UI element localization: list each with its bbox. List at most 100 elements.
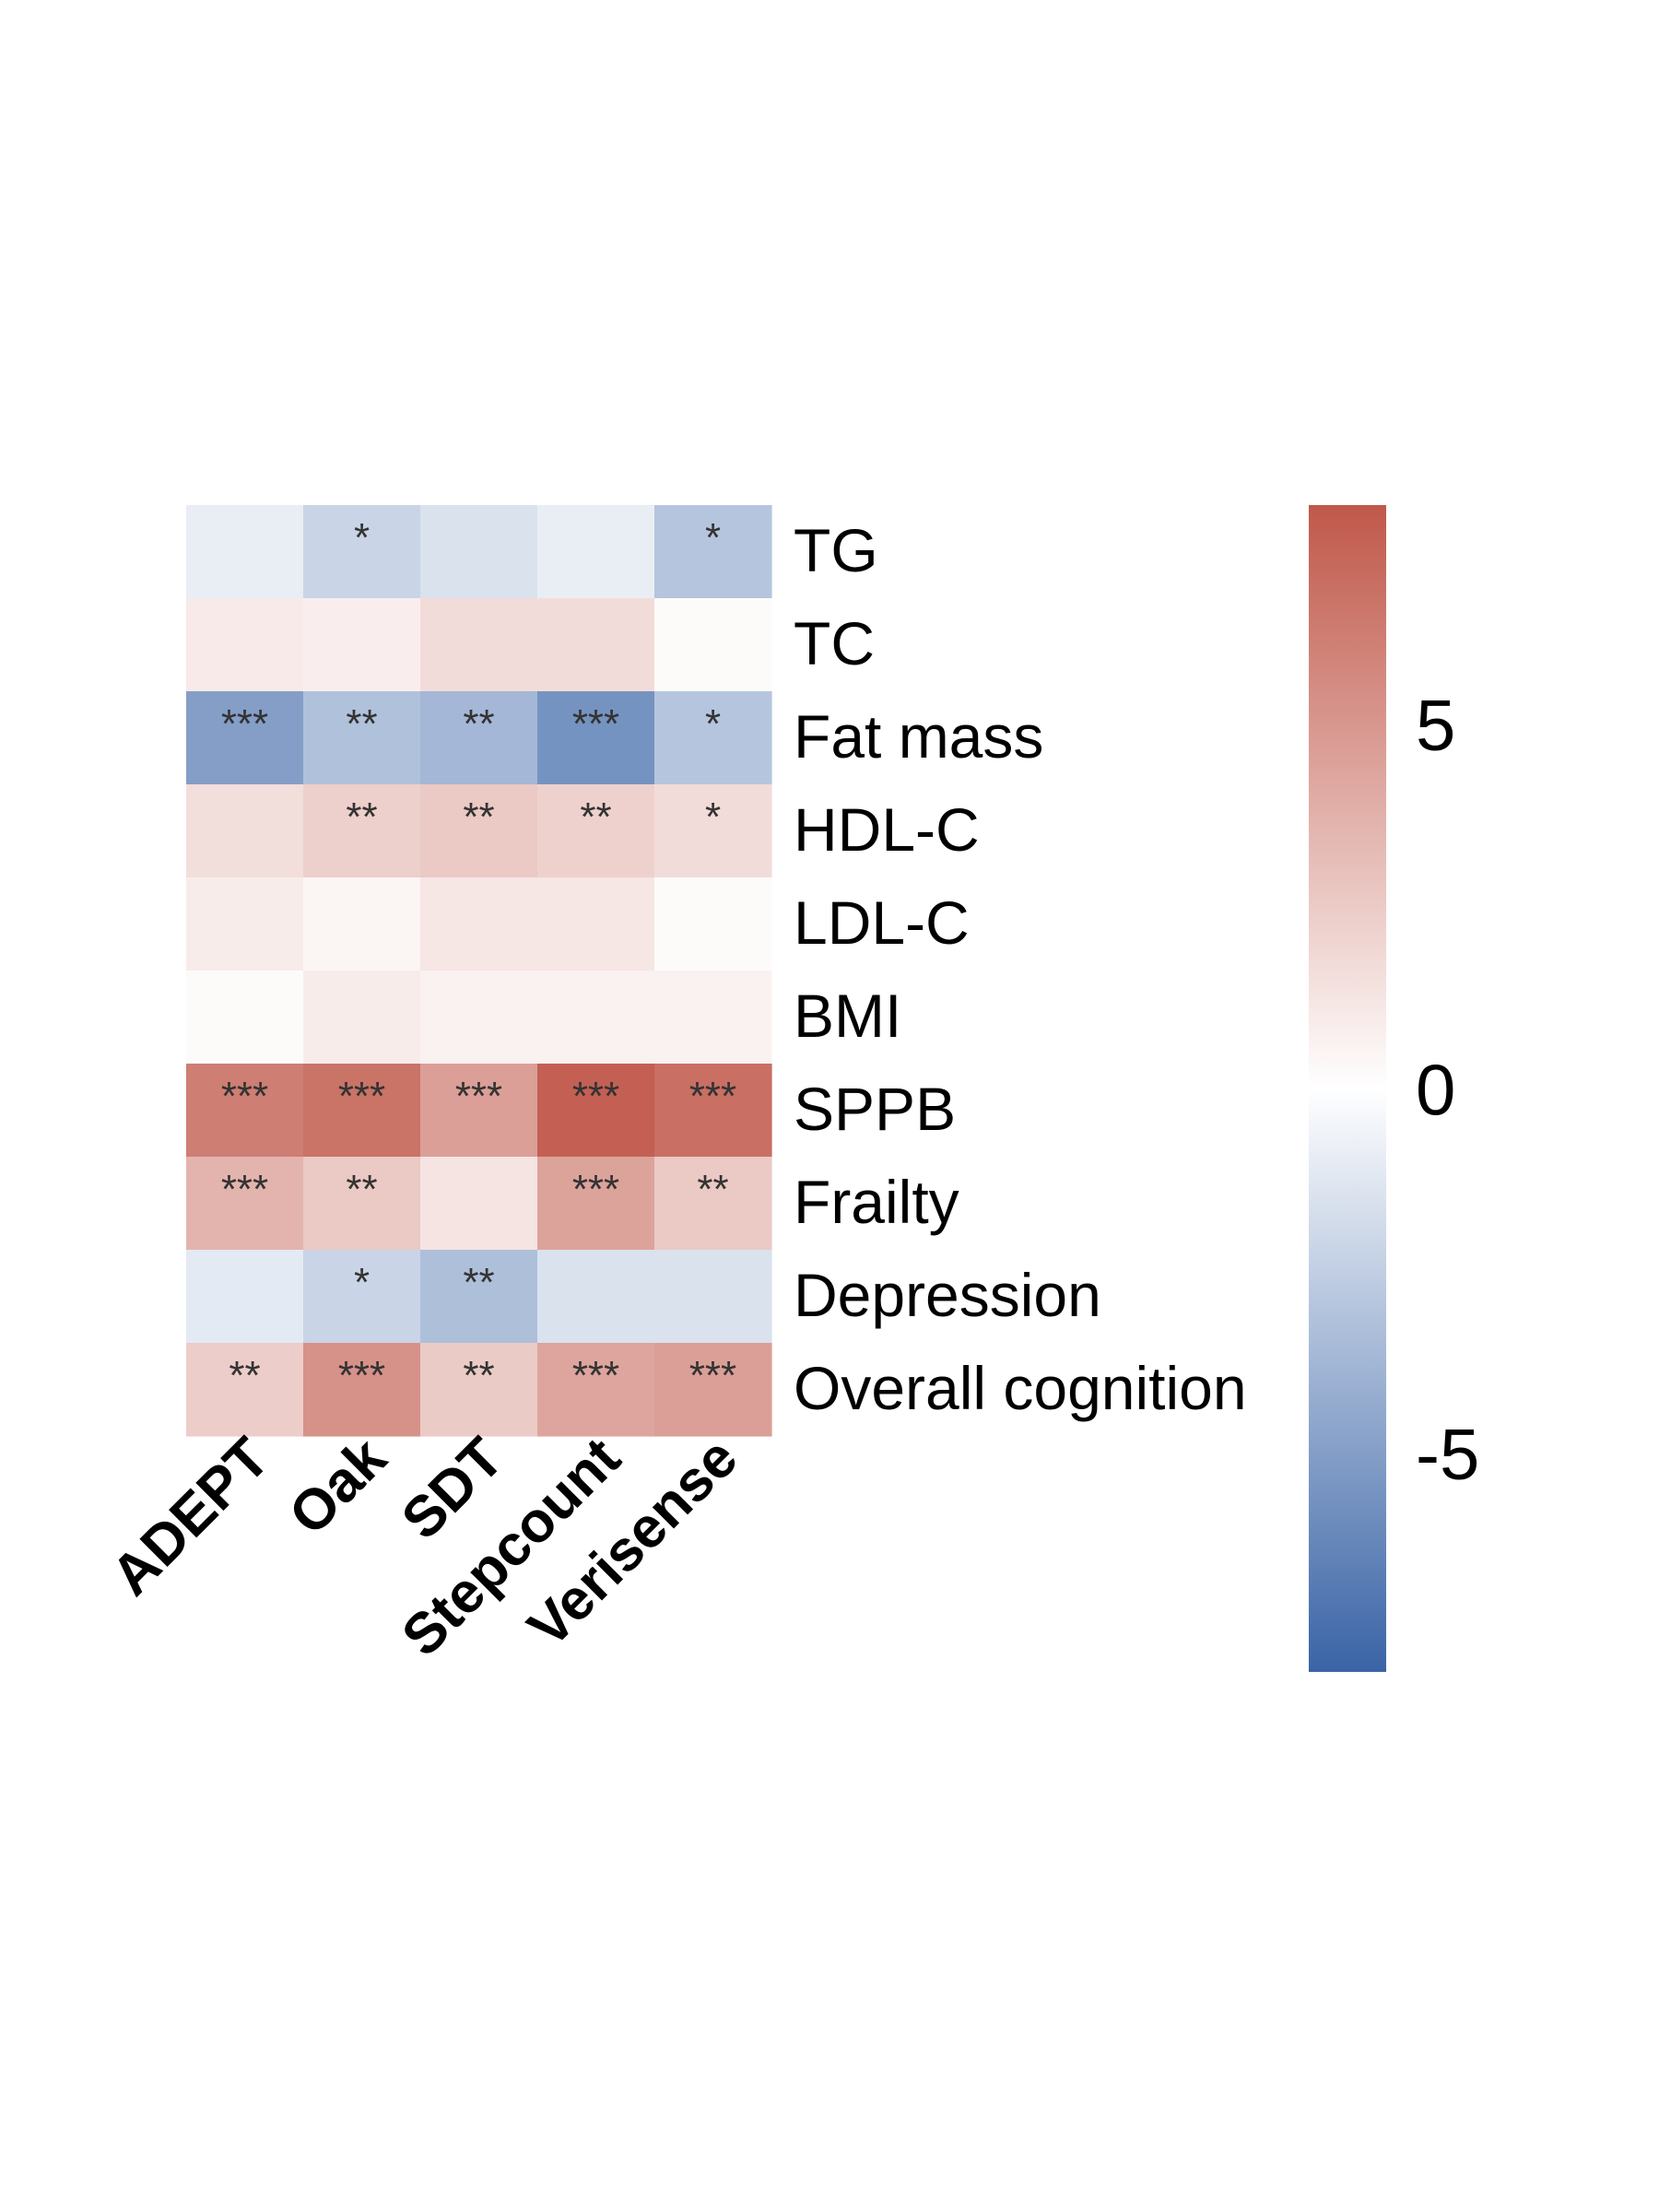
significance-marker: *: [705, 794, 721, 840]
heatmap-cell: [303, 971, 421, 1065]
row-label: Overall cognition: [794, 1354, 1247, 1422]
heatmap-cell: [303, 877, 421, 971]
heatmap-cell: [186, 691, 304, 785]
row-label: Fat mass: [794, 702, 1043, 771]
heatmap-cell: [420, 1250, 538, 1344]
significance-marker: **: [463, 701, 494, 747]
heatmap-cell: [420, 691, 538, 785]
heatmap-cell: [537, 598, 655, 692]
column-label: Oak: [277, 1426, 399, 1547]
significance-marker: **: [346, 701, 377, 747]
heatmap-cell: [420, 1157, 538, 1251]
significance-marker: ***: [689, 1353, 736, 1398]
heatmap-cell: [654, 1157, 772, 1251]
heatmap-cell: [654, 1250, 772, 1344]
heatmap-cell: [186, 1157, 304, 1251]
heatmap-cell: [420, 598, 538, 692]
row-label: SPPB: [794, 1075, 956, 1143]
heatmap-cell: [303, 1157, 421, 1251]
significance-marker: ***: [689, 1074, 736, 1119]
significance-marker: **: [697, 1167, 728, 1212]
heatmap-cell: [537, 971, 655, 1065]
colorbar-tick-label: 0: [1416, 1049, 1455, 1130]
row-label: BMI: [794, 982, 901, 1050]
significance-marker: **: [346, 794, 377, 840]
significance-marker: ***: [572, 1353, 619, 1398]
significance-marker: *: [354, 1260, 370, 1305]
heatmap-cell: [186, 1343, 304, 1437]
significance-marker: *: [354, 515, 370, 560]
significance-marker: *: [705, 701, 721, 747]
row-label: TG: [794, 516, 878, 584]
row-labels: TG TC Fat mass HDL-C LDL-C BMI SPPB Frailty Depr…: [794, 516, 1247, 1422]
heatmap-cell: [303, 784, 421, 878]
heatmap-cell: [537, 505, 655, 599]
heatmap-cell: [420, 784, 538, 878]
heatmap-cell: [654, 971, 772, 1065]
significance-marker: ***: [221, 701, 268, 747]
heatmap-cell: [303, 505, 421, 599]
heatmap-cell: [654, 1064, 772, 1158]
significance-marker: ***: [572, 701, 619, 747]
heatmap-cell: [420, 971, 538, 1065]
heatmap-cell: [537, 1157, 655, 1251]
heatmap-cell: [186, 598, 304, 692]
heatmap-cell: [186, 1250, 304, 1344]
heatmap-cell: [303, 1343, 421, 1437]
row-label: HDL-C: [794, 795, 980, 864]
significance-marker: **: [346, 1167, 377, 1212]
heatmap-cell: [537, 691, 655, 785]
significance-marker: ***: [455, 1074, 502, 1119]
significance-marker: *: [705, 515, 721, 560]
heatmap-cell: [186, 1064, 304, 1158]
heatmap-cell: [303, 691, 421, 785]
heatmap-cell: [186, 505, 304, 599]
significance-marker: ***: [338, 1353, 385, 1398]
significance-marker: **: [463, 794, 494, 840]
significance-marker: ***: [338, 1074, 385, 1119]
row-label: LDL-C: [794, 888, 970, 957]
heatmap-cell: [186, 971, 304, 1065]
significance-marker: **: [463, 1260, 494, 1305]
significance-markers: * **** ** ** *** *** ** ** **** *** *** *** ****** **…: [221, 515, 736, 1398]
heatmap-cell: [186, 877, 304, 971]
heatmap-cell: [537, 877, 655, 971]
colorbar-tick-label: 5: [1416, 684, 1455, 765]
heatmap-cell: [654, 1343, 772, 1437]
heatmap-cell: [654, 784, 772, 878]
colorbar-gradient: [1309, 505, 1386, 1672]
column-label: ADEPT: [100, 1426, 281, 1607]
significance-marker: **: [229, 1353, 260, 1398]
colorbar-tick-label: -5: [1416, 1414, 1479, 1495]
significance-marker: ***: [221, 1074, 268, 1119]
heatmap-cell: [303, 1250, 421, 1344]
heatmap-cell: [303, 1064, 421, 1158]
heatmap-cell: [420, 505, 538, 599]
heatmap-cell: [537, 784, 655, 878]
significance-marker: ***: [572, 1167, 619, 1212]
significance-marker: ***: [221, 1167, 268, 1212]
significance-marker: **: [580, 794, 611, 840]
row-label: Frailty: [794, 1168, 959, 1236]
heatmap-cells: [186, 505, 772, 1437]
heatmap-cell: [654, 505, 772, 599]
significance-marker: **: [463, 1353, 494, 1398]
heatmap-cell: [420, 1343, 538, 1437]
heatmap-cell: [537, 1064, 655, 1158]
heatmap-cell: [420, 877, 538, 971]
colorbar: 5 0 -5: [1309, 505, 1479, 1672]
heatmap-cell: [654, 598, 772, 692]
heatmap-cell: [537, 1343, 655, 1437]
heatmap-cell: [654, 877, 772, 971]
heatmap-cell: [186, 784, 304, 878]
significance-marker: ***: [572, 1074, 619, 1119]
heatmap-cell: [537, 1250, 655, 1344]
row-label: TC: [794, 609, 875, 677]
heatmap-cell: [303, 598, 421, 692]
colorbar-ticks: 5 0 -5: [1416, 684, 1479, 1494]
heatmap-cell: [420, 1064, 538, 1158]
row-label: Depression: [794, 1261, 1101, 1329]
heatmap-cell: [654, 691, 772, 785]
